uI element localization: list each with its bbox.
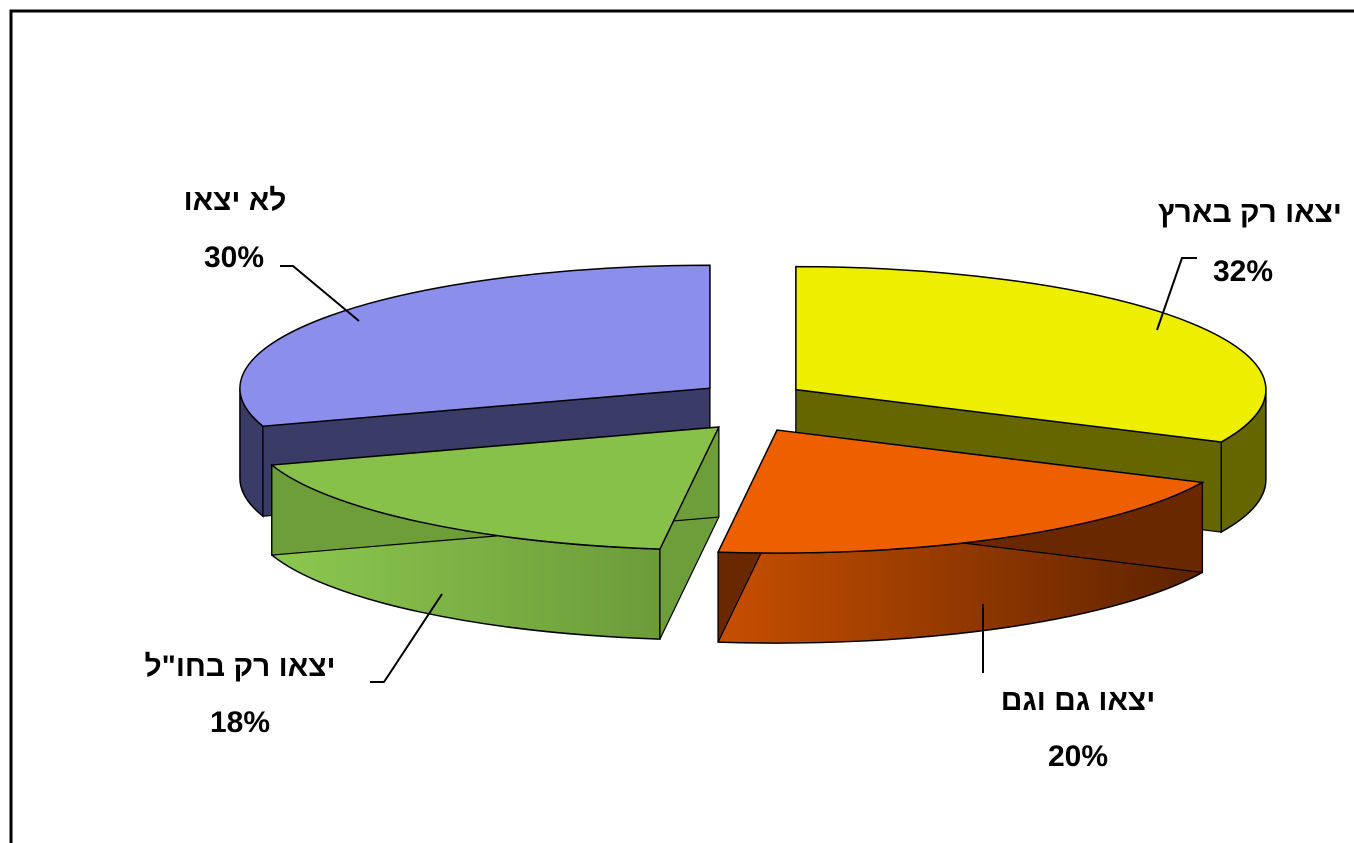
pie-slice-top-2 [716, 429, 1205, 554]
slice-label-3-name: יצאו רק בחו"ל [144, 650, 335, 683]
chart-frame [9, 9, 1354, 843]
pie-slice-top-3 [269, 426, 721, 550]
pie-slice-top-4 [239, 264, 711, 427]
slice-label-4-name: לא יצאו [184, 184, 287, 217]
slice-label-3-value: 18% [210, 706, 270, 739]
pie-slice-top-1 [795, 265, 1267, 443]
slice-label-2-value: 20% [1048, 740, 1108, 773]
slice-label-1-name: יצאו רק בארץ [1158, 196, 1342, 229]
slice-label-2-name: יצאו גם וגם [1001, 684, 1156, 717]
slice-label-1-value: 32% [1213, 255, 1273, 288]
slice-label-4-value: 30% [204, 241, 264, 274]
leader-line-slice-3 [370, 593, 443, 683]
leader-line-slice-4 [280, 265, 360, 322]
leader-line-slice-1 [1156, 257, 1197, 331]
